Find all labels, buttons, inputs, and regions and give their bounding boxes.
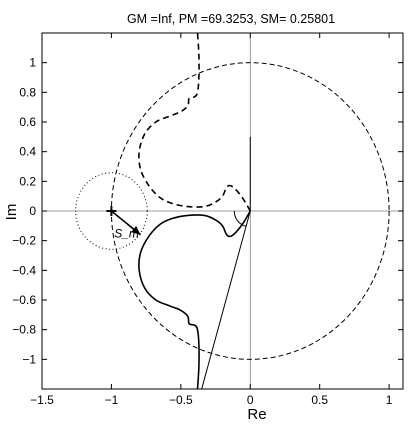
x-axis-label: Re <box>247 406 266 423</box>
y-tick-label: 0 <box>29 204 36 218</box>
x-tick-label: 0 <box>247 393 254 407</box>
chart-title: GM =Inf, PM =69.3253, SM= 0.25801 <box>127 12 335 26</box>
y-tick-label: −0.2 <box>12 234 36 248</box>
stability-margin-circle <box>75 172 148 250</box>
y-tick-label: 0.4 <box>19 145 36 159</box>
x-tick-label: −1 <box>105 393 119 407</box>
y-tick-label: 0.2 <box>19 174 36 188</box>
y-tick-label: −0.4 <box>12 263 36 277</box>
nyquist-curve-dashed <box>138 33 251 212</box>
nyquist-curve-solid <box>138 210 251 389</box>
x-tick-label: 1 <box>386 393 393 407</box>
sm-label: S_m <box>114 227 139 241</box>
sm-arrow-head <box>131 225 141 235</box>
y-tick-label: 1 <box>29 56 36 70</box>
x-tick-label: −1.5 <box>30 393 54 407</box>
phase-margin-line <box>201 210 251 389</box>
y-tick-label: −0.6 <box>12 293 36 307</box>
x-tick-label: 0.5 <box>311 393 328 407</box>
phase-margin-arc <box>233 210 247 227</box>
y-tick-label: 0.8 <box>19 85 36 99</box>
y-tick-label: −0.8 <box>12 323 36 337</box>
y-tick-label: 0.6 <box>19 115 36 129</box>
plot-inner: S_m <box>42 33 403 389</box>
y-tick-label: −1 <box>22 352 36 366</box>
plot-area: S_m <box>42 33 403 389</box>
x-tick-label: −0.5 <box>169 393 193 407</box>
y-axis-label: Im <box>3 204 20 221</box>
axes: −1.5 −1 −0.5 0 0.5 1 1 0.8 0.6 0.4 0.2 0 −0.2 −0.4 −0.… <box>12 32 404 407</box>
